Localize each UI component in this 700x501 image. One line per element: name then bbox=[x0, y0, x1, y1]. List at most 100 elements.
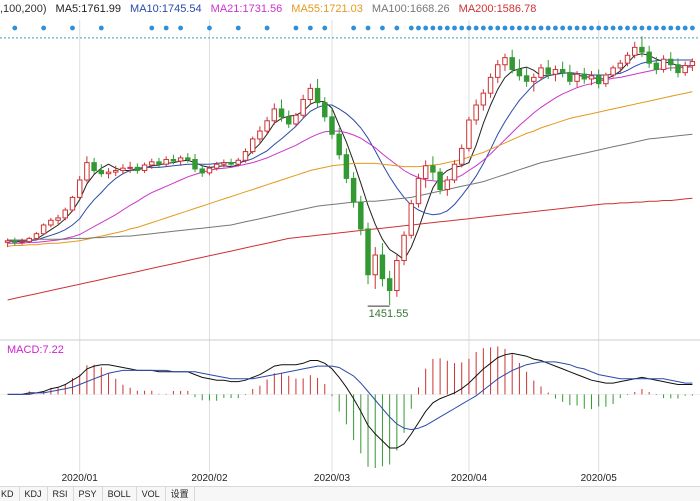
candle-body bbox=[639, 46, 645, 53]
candle-body bbox=[307, 87, 314, 100]
candle-body bbox=[350, 177, 357, 203]
candle-body bbox=[105, 171, 112, 175]
candle-body bbox=[480, 92, 487, 106]
candle-body bbox=[343, 154, 350, 179]
signal-dot bbox=[553, 25, 558, 31]
candle-body bbox=[33, 233, 40, 239]
ma10-label: MA10:1745.54 bbox=[130, 3, 202, 15]
candle-body bbox=[26, 237, 32, 243]
x-axis-tick-label: 2020/01 bbox=[62, 473, 99, 484]
signal-dot bbox=[581, 25, 587, 31]
signal-dot bbox=[365, 25, 371, 31]
signal-dot bbox=[560, 25, 566, 31]
ma10-line bbox=[7, 59, 693, 242]
candle-body bbox=[603, 74, 609, 85]
candle-body bbox=[329, 116, 335, 135]
signal-dot bbox=[646, 25, 652, 31]
signal-dot bbox=[603, 25, 609, 31]
tab-rsi[interactable]: RSI bbox=[48, 487, 74, 501]
min-price-label: 1451.55 bbox=[369, 308, 409, 320]
candle-body bbox=[156, 161, 162, 165]
candle-body bbox=[358, 201, 364, 230]
candle-body bbox=[120, 167, 126, 172]
ma-params-label: ,100,200) bbox=[0, 3, 47, 15]
candle-body bbox=[682, 65, 688, 74]
tab-boll[interactable]: BOLL bbox=[103, 487, 137, 501]
signal-dot bbox=[625, 25, 630, 31]
signal-dot bbox=[98, 25, 104, 31]
chart-canvas[interactable]: 2020/01 2020/02 2020/03 2020/04 2020/05 1451.… bbox=[0, 0, 700, 486]
signal-dot bbox=[452, 25, 457, 31]
signal-dot bbox=[632, 25, 638, 31]
tab-kdj[interactable]: KDJ bbox=[20, 487, 48, 501]
ma5-label: MA5:1761.99 bbox=[55, 3, 121, 15]
candle-body bbox=[653, 62, 660, 70]
tab-kd[interactable]: KD bbox=[0, 487, 20, 501]
candle-body bbox=[206, 167, 213, 174]
candle-body bbox=[264, 120, 270, 132]
signal-dot bbox=[416, 25, 421, 31]
candle-body bbox=[228, 162, 234, 165]
candle-body bbox=[394, 260, 400, 292]
candle-body bbox=[257, 130, 263, 140]
candle-body bbox=[422, 165, 429, 179]
candle-body bbox=[631, 46, 638, 56]
signal-dot bbox=[596, 25, 602, 31]
tab-vol[interactable]: VOL bbox=[137, 487, 166, 501]
signal-dot bbox=[12, 25, 18, 31]
candle-body bbox=[285, 116, 292, 125]
candle-body bbox=[185, 157, 191, 160]
candle-body bbox=[516, 68, 523, 77]
candle-body bbox=[531, 76, 537, 82]
tab-settings[interactable]: 设置 bbox=[166, 487, 195, 501]
candle-body bbox=[271, 108, 278, 122]
candle-body bbox=[213, 163, 220, 169]
indicator-tab-bar: KD KDJ RSI PSY BOLL VOL 设置 bbox=[0, 486, 700, 501]
signal-dot bbox=[394, 25, 400, 31]
signal-dot bbox=[430, 25, 436, 31]
candle-body bbox=[660, 58, 667, 70]
macd-dif-line bbox=[7, 352, 693, 449]
candle-body bbox=[466, 119, 472, 149]
candle-body bbox=[458, 147, 465, 165]
signal-dot bbox=[207, 25, 212, 31]
candle-body bbox=[336, 133, 342, 156]
candle-body bbox=[127, 166, 133, 169]
signal-dot bbox=[444, 25, 450, 31]
candle-body bbox=[177, 157, 184, 162]
signal-dot bbox=[531, 25, 537, 31]
candle-body bbox=[40, 224, 47, 235]
signal-dot bbox=[516, 25, 522, 31]
signal-dot bbox=[408, 25, 414, 31]
signal-dot bbox=[264, 25, 270, 31]
candle-body bbox=[134, 166, 141, 172]
candle-body bbox=[76, 179, 83, 198]
signal-dot bbox=[524, 25, 530, 31]
x-axis-tick-label: 2020/03 bbox=[314, 473, 351, 484]
candle-body bbox=[386, 278, 393, 292]
signal-dot bbox=[235, 25, 241, 31]
ma-legend-header: ,100,200) MA5:1761.99 MA10:1745.54 MA21:… bbox=[0, 0, 700, 18]
candle-body bbox=[12, 240, 18, 243]
signal-dot bbox=[70, 25, 75, 31]
candle-body bbox=[487, 76, 494, 94]
candle-body bbox=[581, 73, 588, 80]
candle-body bbox=[495, 64, 501, 78]
candle-body bbox=[221, 162, 227, 165]
candle-body bbox=[430, 165, 436, 173]
tab-psy[interactable]: PSY bbox=[74, 487, 103, 501]
candle-body bbox=[199, 168, 205, 174]
candle-body bbox=[192, 158, 198, 170]
candle-body bbox=[4, 240, 11, 243]
candle-body bbox=[567, 72, 573, 82]
candle-body bbox=[523, 75, 530, 82]
signal-dot bbox=[502, 25, 508, 31]
signal-dot bbox=[437, 25, 443, 31]
candle-body bbox=[415, 177, 422, 205]
candle-body bbox=[437, 171, 443, 190]
candle-body bbox=[235, 159, 242, 165]
candle-body bbox=[617, 62, 624, 69]
signal-dot bbox=[545, 25, 551, 31]
candle-body bbox=[84, 162, 90, 181]
candle-body bbox=[170, 158, 177, 162]
